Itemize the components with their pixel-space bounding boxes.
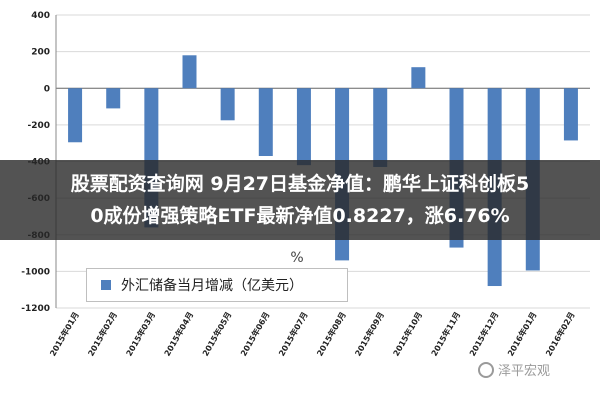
- watermark-text: 泽平宏观: [498, 364, 551, 379]
- chart-legend: 外汇储备当月增减（亿美元）: [86, 268, 348, 302]
- legend-label: 外汇储备当月增减（亿美元）: [121, 278, 303, 294]
- x-tick-label: 2015年03月: [124, 310, 157, 358]
- bar: [258, 88, 273, 157]
- headline-overlay: 股票配资查询网 9月27日基金净值：鹏华上证科创板5 0成份增强策略ETF最新净…: [0, 160, 600, 240]
- x-tick-label: 2015年09月: [353, 310, 386, 358]
- bar: [373, 88, 388, 167]
- y-tick-label: -1000: [21, 267, 50, 277]
- x-tick-label: 2015年11月: [429, 310, 462, 358]
- x-tick-label: 2015年08月: [314, 310, 347, 358]
- y-tick-label: 200: [31, 48, 50, 58]
- headline-line-1: 股票配资查询网 9月27日基金净值：鹏华上证科创板5: [70, 173, 530, 195]
- x-tick-label: 2015年12月: [467, 310, 500, 358]
- y-tick-label: -200: [27, 121, 50, 131]
- x-tick-label: 2015年07月: [276, 310, 309, 358]
- bar: [563, 88, 578, 141]
- watermark: 泽平宏观: [478, 360, 550, 379]
- circle-logo-icon: [478, 361, 494, 378]
- bar: [411, 67, 426, 89]
- y-tick-label: 0: [44, 84, 50, 94]
- x-tick-label: 2015年06月: [238, 310, 271, 358]
- legend-swatch: [101, 280, 111, 290]
- x-tick-label: 2015年04月: [162, 310, 195, 358]
- x-tick-label: 2015年01月: [47, 310, 80, 358]
- headline-line-2: 0成份增强策略ETF最新净值0.8227，涨6.76%: [90, 205, 510, 227]
- y-tick-label: 400: [31, 11, 50, 21]
- bar: [182, 55, 197, 89]
- y-tick-label: -1200: [21, 304, 50, 314]
- bar: [106, 88, 121, 109]
- headline-fragment: %: [290, 250, 303, 266]
- x-tick-label: 2016年01月: [505, 310, 538, 358]
- x-tick-label: 2016年02月: [543, 310, 576, 358]
- x-tick-label: 2015年02月: [86, 310, 119, 358]
- bar: [220, 88, 235, 121]
- bar: [68, 88, 83, 143]
- x-tick-label: 2015年10月: [391, 310, 424, 358]
- bar: [296, 88, 311, 166]
- x-tick-label: 2015年05月: [200, 310, 233, 358]
